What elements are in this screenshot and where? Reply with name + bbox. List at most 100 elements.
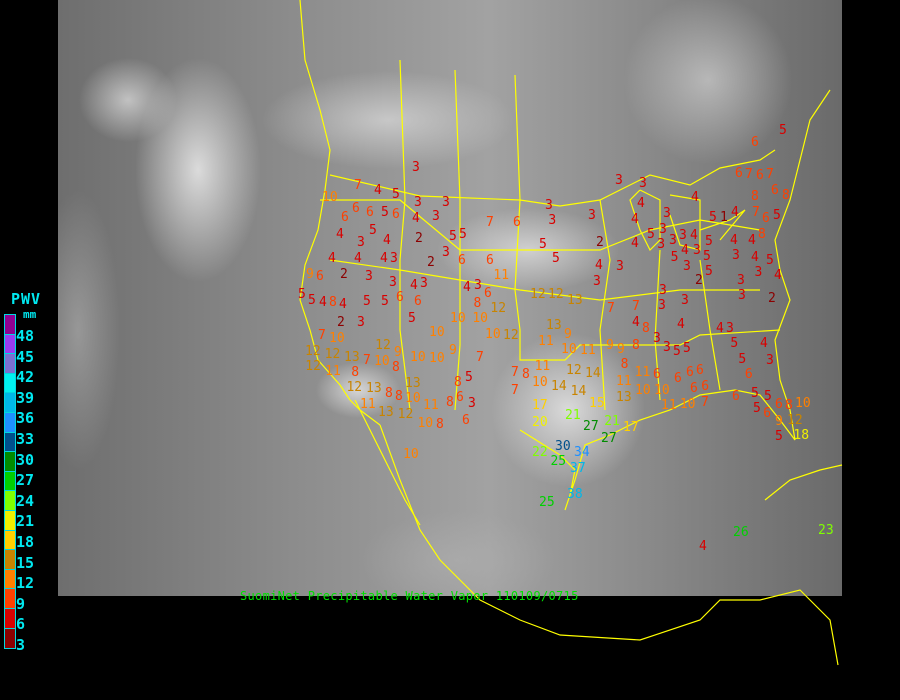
station-pwv-value: 8 xyxy=(329,294,337,310)
legend-swatch xyxy=(5,315,15,335)
station-pwv-value: 6 xyxy=(414,293,422,309)
satellite-background xyxy=(58,0,842,596)
station-pwv-value: 10 xyxy=(374,353,390,369)
station-pwv-value: 3 xyxy=(669,232,677,248)
station-pwv-value: 11 xyxy=(360,396,376,412)
station-pwv-value: 5 xyxy=(779,122,787,138)
station-pwv-value: 4 xyxy=(595,257,603,273)
station-pwv-value: 3 xyxy=(615,172,623,188)
legend-swatch xyxy=(5,608,15,629)
station-pwv-value: 12 xyxy=(375,338,391,354)
station-pwv-value: 6 xyxy=(732,388,740,404)
station-pwv-value: 26 xyxy=(733,524,749,540)
station-pwv-value: 3 xyxy=(414,194,422,210)
station-pwv-value: 3 xyxy=(659,221,667,237)
station-pwv-value: 8 xyxy=(642,320,650,336)
station-pwv-value: 10 xyxy=(472,311,488,327)
station-pwv-value: 5 xyxy=(673,343,681,359)
station-pwv-value: 3 xyxy=(658,297,666,313)
station-pwv-value: 4 xyxy=(748,232,756,248)
station-pwv-value: 17 xyxy=(623,419,639,435)
state-line xyxy=(514,74,781,361)
station-pwv-value: 5 xyxy=(766,252,774,268)
station-pwv-value: 10 xyxy=(322,189,338,205)
station-pwv-value: 25 xyxy=(539,494,555,510)
station-pwv-value: 5 xyxy=(738,351,747,367)
station-pwv-value: 9 xyxy=(775,413,783,429)
station-pwv-value: 4 xyxy=(631,211,639,227)
station-pwv-value: 7 xyxy=(607,300,615,316)
station-pwv-value: 8 xyxy=(782,187,790,203)
station-pwv-value: 6 xyxy=(341,209,349,225)
station-pwv-value: 12 xyxy=(530,286,546,302)
station-pwv-value: 6 xyxy=(674,370,682,386)
station-pwv-value: 6 xyxy=(392,206,400,222)
station-pwv-value: 3 xyxy=(442,194,450,210)
station-pwv-value: 10 xyxy=(679,397,696,413)
station-pwv-value: 12 xyxy=(566,362,582,378)
station-pwv-value: 27 xyxy=(583,418,599,434)
station-pwv-value: 8 xyxy=(473,295,482,311)
station-pwv-value: 5 xyxy=(751,385,759,401)
station-pwv-value: 3 xyxy=(659,282,667,298)
station-pwv-value: 3 xyxy=(389,274,397,290)
station-pwv-value: 5 xyxy=(705,263,713,279)
legend-swatch xyxy=(5,412,15,433)
legend-label: 15 xyxy=(16,553,35,572)
legend-label: 45 xyxy=(16,347,35,366)
station-pwv-value: 13 xyxy=(546,317,562,333)
station-pwv-value: 10 xyxy=(450,310,466,326)
legend-swatch xyxy=(5,510,15,531)
legend-label: 21 xyxy=(16,512,35,531)
great-lakes xyxy=(699,209,746,241)
state-line xyxy=(599,199,611,411)
station-pwv-value: 3 xyxy=(681,292,689,308)
station-pwv-value: 4 xyxy=(699,538,707,554)
station-pwv-value: 7 xyxy=(476,349,484,365)
great-lakes xyxy=(629,189,661,252)
station-pwv-value: 10 xyxy=(410,349,426,365)
station-pwv-value: 6 xyxy=(756,167,764,183)
station-pwv-value: 6 xyxy=(735,165,743,181)
station-pwv-value: 4 xyxy=(637,195,645,211)
station-pwv-value: 27 xyxy=(601,430,617,446)
station-pwv-value: 6 xyxy=(462,412,470,428)
station-pwv-value: 12 xyxy=(324,347,341,363)
legend-swatch xyxy=(5,628,15,649)
station-pwv-value: 3 xyxy=(766,352,774,368)
legend-swatch xyxy=(5,569,15,590)
station-pwv-value: 5 xyxy=(683,340,691,356)
station-pwv-value: 5 xyxy=(408,310,416,326)
station-pwv-value: 4 xyxy=(319,294,327,310)
legend-swatch xyxy=(5,550,15,570)
station-pwv-value: 3 xyxy=(738,287,746,303)
station-pwv-value: 17 xyxy=(532,397,548,413)
station-pwv-value: 12 xyxy=(490,300,507,316)
station-pwv-value: 4 xyxy=(632,314,640,330)
station-pwv-value: 3 xyxy=(442,244,450,260)
station-pwv-value: 3 xyxy=(737,272,745,288)
legend-label: 36 xyxy=(16,409,35,428)
station-pwv-value: 10 xyxy=(429,350,445,366)
station-pwv-value: 4 xyxy=(374,182,382,198)
station-pwv-value: 7 xyxy=(752,204,760,220)
state-line xyxy=(320,199,761,251)
station-pwv-value: 13 xyxy=(405,375,421,391)
station-pwv-value: 4 xyxy=(412,210,420,226)
legend-label: 18 xyxy=(16,533,35,551)
station-pwv-value: 4 xyxy=(410,277,418,293)
station-pwv-value: 3 xyxy=(593,273,601,289)
station-pwv-value: 3 xyxy=(545,197,553,213)
station-pwv-value: 5 xyxy=(381,204,389,220)
legend-swatch xyxy=(5,471,15,492)
station-pwv-value: 5 xyxy=(369,222,377,238)
station-pwv-value: 3 xyxy=(588,207,596,223)
station-pwv-value: 21 xyxy=(565,407,581,423)
station-pwv-value: 13 xyxy=(366,380,382,396)
station-pwv-value: 6 xyxy=(701,378,710,394)
station-pwv-value: 4 xyxy=(730,232,738,248)
legend-label: 24 xyxy=(16,491,35,510)
station-pwv-value: 11 xyxy=(325,363,341,379)
station-pwv-value: 9 xyxy=(606,337,614,353)
